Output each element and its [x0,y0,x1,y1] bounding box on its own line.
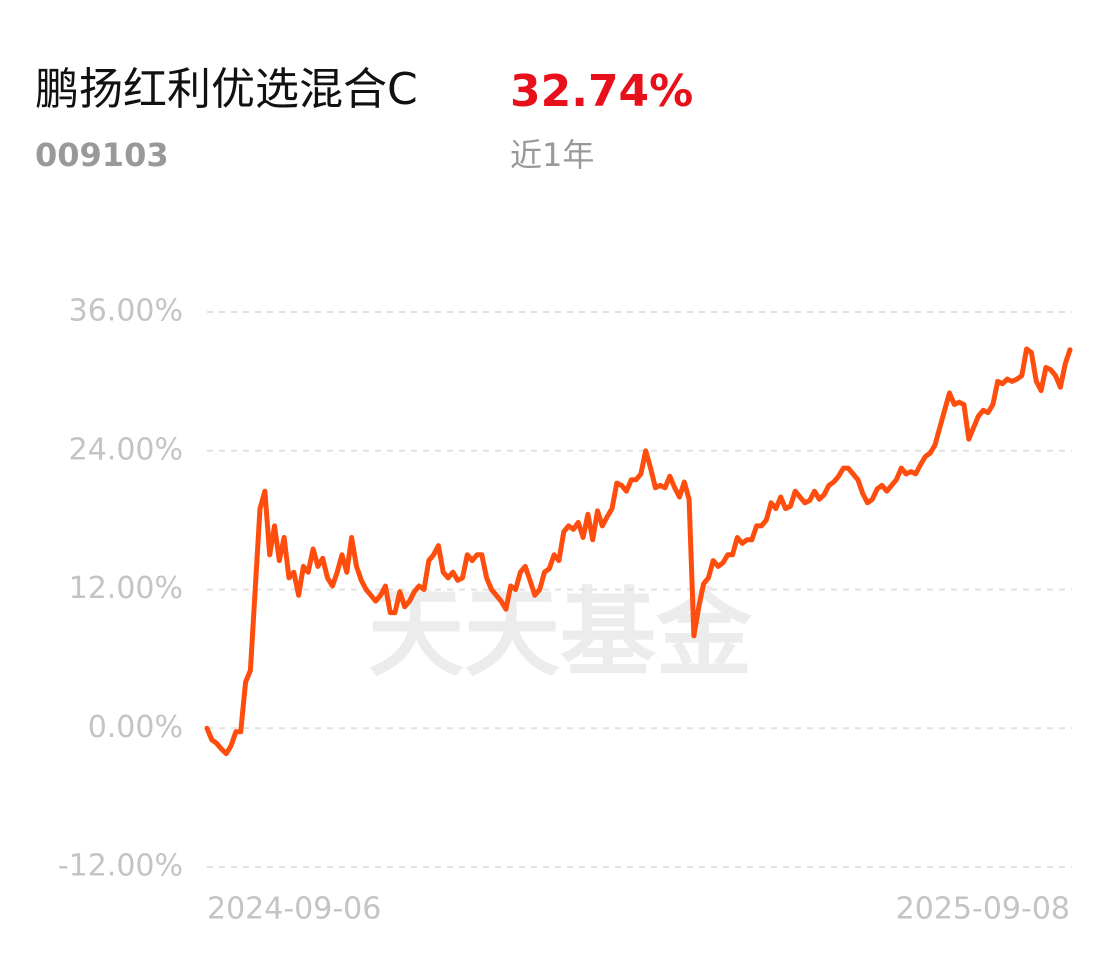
fund-name: 鹏扬红利优选混合C [35,64,418,115]
y-tick-label: 36.00% [69,294,183,329]
x-tick-label: 2024-09-06 [207,892,381,927]
watermark: 天天基金 [368,577,753,689]
period-label: 近1年 [510,136,594,174]
y-tick-label: 0.00% [88,710,183,745]
x-tick-label: 2025-09-08 [896,892,1070,927]
return-value: 32.74% [510,66,693,117]
y-tick-label: 12.00% [69,571,183,606]
nav-line [204,346,1073,757]
y-tick-label: 24.00% [69,432,183,467]
fund-code: 009103 [35,136,169,174]
y-tick-label: -12.00% [58,849,183,884]
